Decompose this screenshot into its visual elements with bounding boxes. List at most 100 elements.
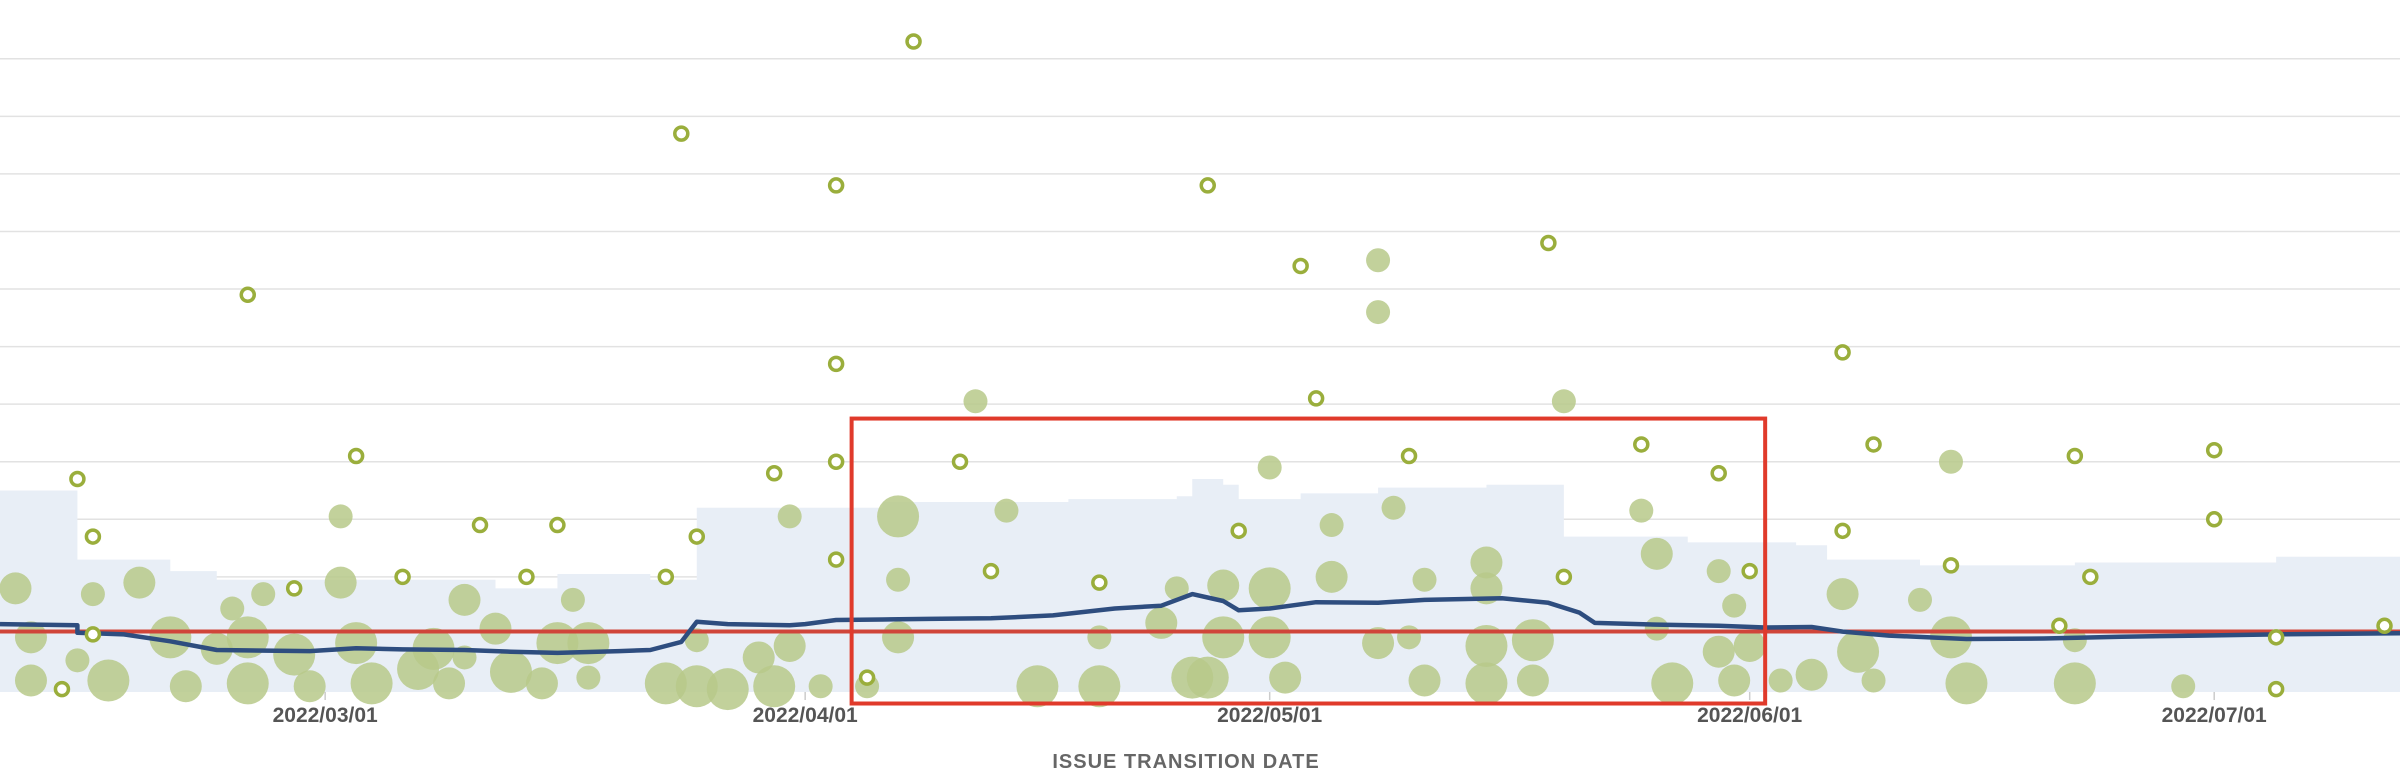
issue-point [1400,447,1418,465]
x-tick-label: 2022/03/01 [273,704,378,727]
cluster-point [576,665,601,690]
cluster-point [684,628,709,653]
cluster-point [2053,662,2096,705]
cluster-point [994,498,1019,523]
cluster-point [1718,664,1751,697]
issue-point [394,568,411,586]
issue-point [1710,465,1727,482]
issue-point [1834,344,1851,361]
cluster-point [1248,616,1291,659]
issue-point [2205,441,2223,459]
issue-point [518,568,535,586]
issue-point [1555,568,1573,586]
cluster-point [1269,661,1302,694]
cluster-point [328,504,353,529]
selection-box[interactable] [849,416,1768,706]
issue-point [657,568,675,586]
cluster-point [1465,662,1508,705]
issue-point [1942,557,1960,574]
cluster-point [1465,624,1508,667]
issue-point [84,528,102,545]
issue-point [1633,436,1650,453]
cluster-point [886,567,911,592]
x-tick-label: 2022/07/01 [2162,704,2267,727]
cluster-point [2171,674,2196,699]
cluster-point [2062,628,2087,653]
issue-point [858,669,876,686]
cluster-point [1257,455,1282,480]
cluster-point [777,504,802,529]
cluster-point [1381,495,1406,520]
cluster-point [1945,662,1988,705]
issue-point [827,177,845,194]
cluster-point [14,621,47,654]
cluster-point [1706,559,1731,584]
issue-point [471,516,489,534]
cluster-point [1397,625,1422,650]
rolling-average-line [0,591,2400,656]
cluster-point [1768,668,1793,693]
cluster-point [1837,630,1880,673]
cluster-point [1078,665,1121,708]
issue-point [1199,177,1216,194]
issue-point [2267,629,2285,646]
cluster-point [808,674,833,699]
cluster-point [1412,567,1437,592]
issue-point [239,286,256,304]
x-axis: 2022/03/01 2022/04/01 2022/05/01 2022/06/01… [273,692,2267,727]
cluster-point [226,616,269,659]
cluster-point [1315,560,1348,593]
cluster-point [489,650,532,693]
cluster-point [1908,587,1932,612]
cluster-point [251,582,276,607]
cluster-point [433,667,466,700]
cluster-point [1202,616,1245,659]
issue-point [1865,436,1882,453]
cluster-point [567,622,610,665]
cluster-point [1470,546,1503,579]
cluster-point [1516,664,1549,697]
cluster-point [1644,616,1669,641]
cluster-point [1702,635,1735,668]
cluster-point [1362,627,1395,660]
cluster-point [877,495,920,538]
x-tick-label: 2022/05/01 [1217,704,1322,727]
selection-rectangle[interactable] [849,416,1768,706]
issue-point [1292,257,1309,275]
cluster-point [1629,498,1654,523]
issue-point [84,626,102,643]
issue-point [2051,617,2068,635]
issue-point [905,33,922,50]
issue-point [1307,390,1325,407]
cluster-point [65,648,90,673]
cluster-point [773,629,806,662]
cluster-point [123,566,156,599]
cluster-point [882,621,915,654]
cluster-point [1319,513,1344,538]
issue-point [827,355,845,373]
issue-point [285,580,303,597]
cluster-point [1087,625,1112,650]
cluster-point [1938,449,1963,474]
cluster-point [1733,629,1766,662]
issue-point [2082,568,2099,586]
rolling-average-path [0,591,2400,656]
issue-point [673,125,690,142]
cluster-point [1248,567,1291,610]
issue-point [2267,680,2285,698]
cluster-point [1651,662,1694,705]
issue-point [951,453,969,470]
cluster-point [560,587,585,612]
x-tick-label: 2022/04/01 [753,704,858,727]
issue-point [53,680,71,698]
x-tick-label: 2022/06/01 [1697,704,1802,727]
cluster-point [14,664,47,697]
cluster-point [1511,619,1554,662]
cluster-point [1366,248,1391,273]
cluster-point [1795,658,1828,691]
issue-point [2066,447,2084,465]
issue-point [549,516,566,534]
cluster-point [1408,664,1441,697]
cluster-point [220,596,245,621]
